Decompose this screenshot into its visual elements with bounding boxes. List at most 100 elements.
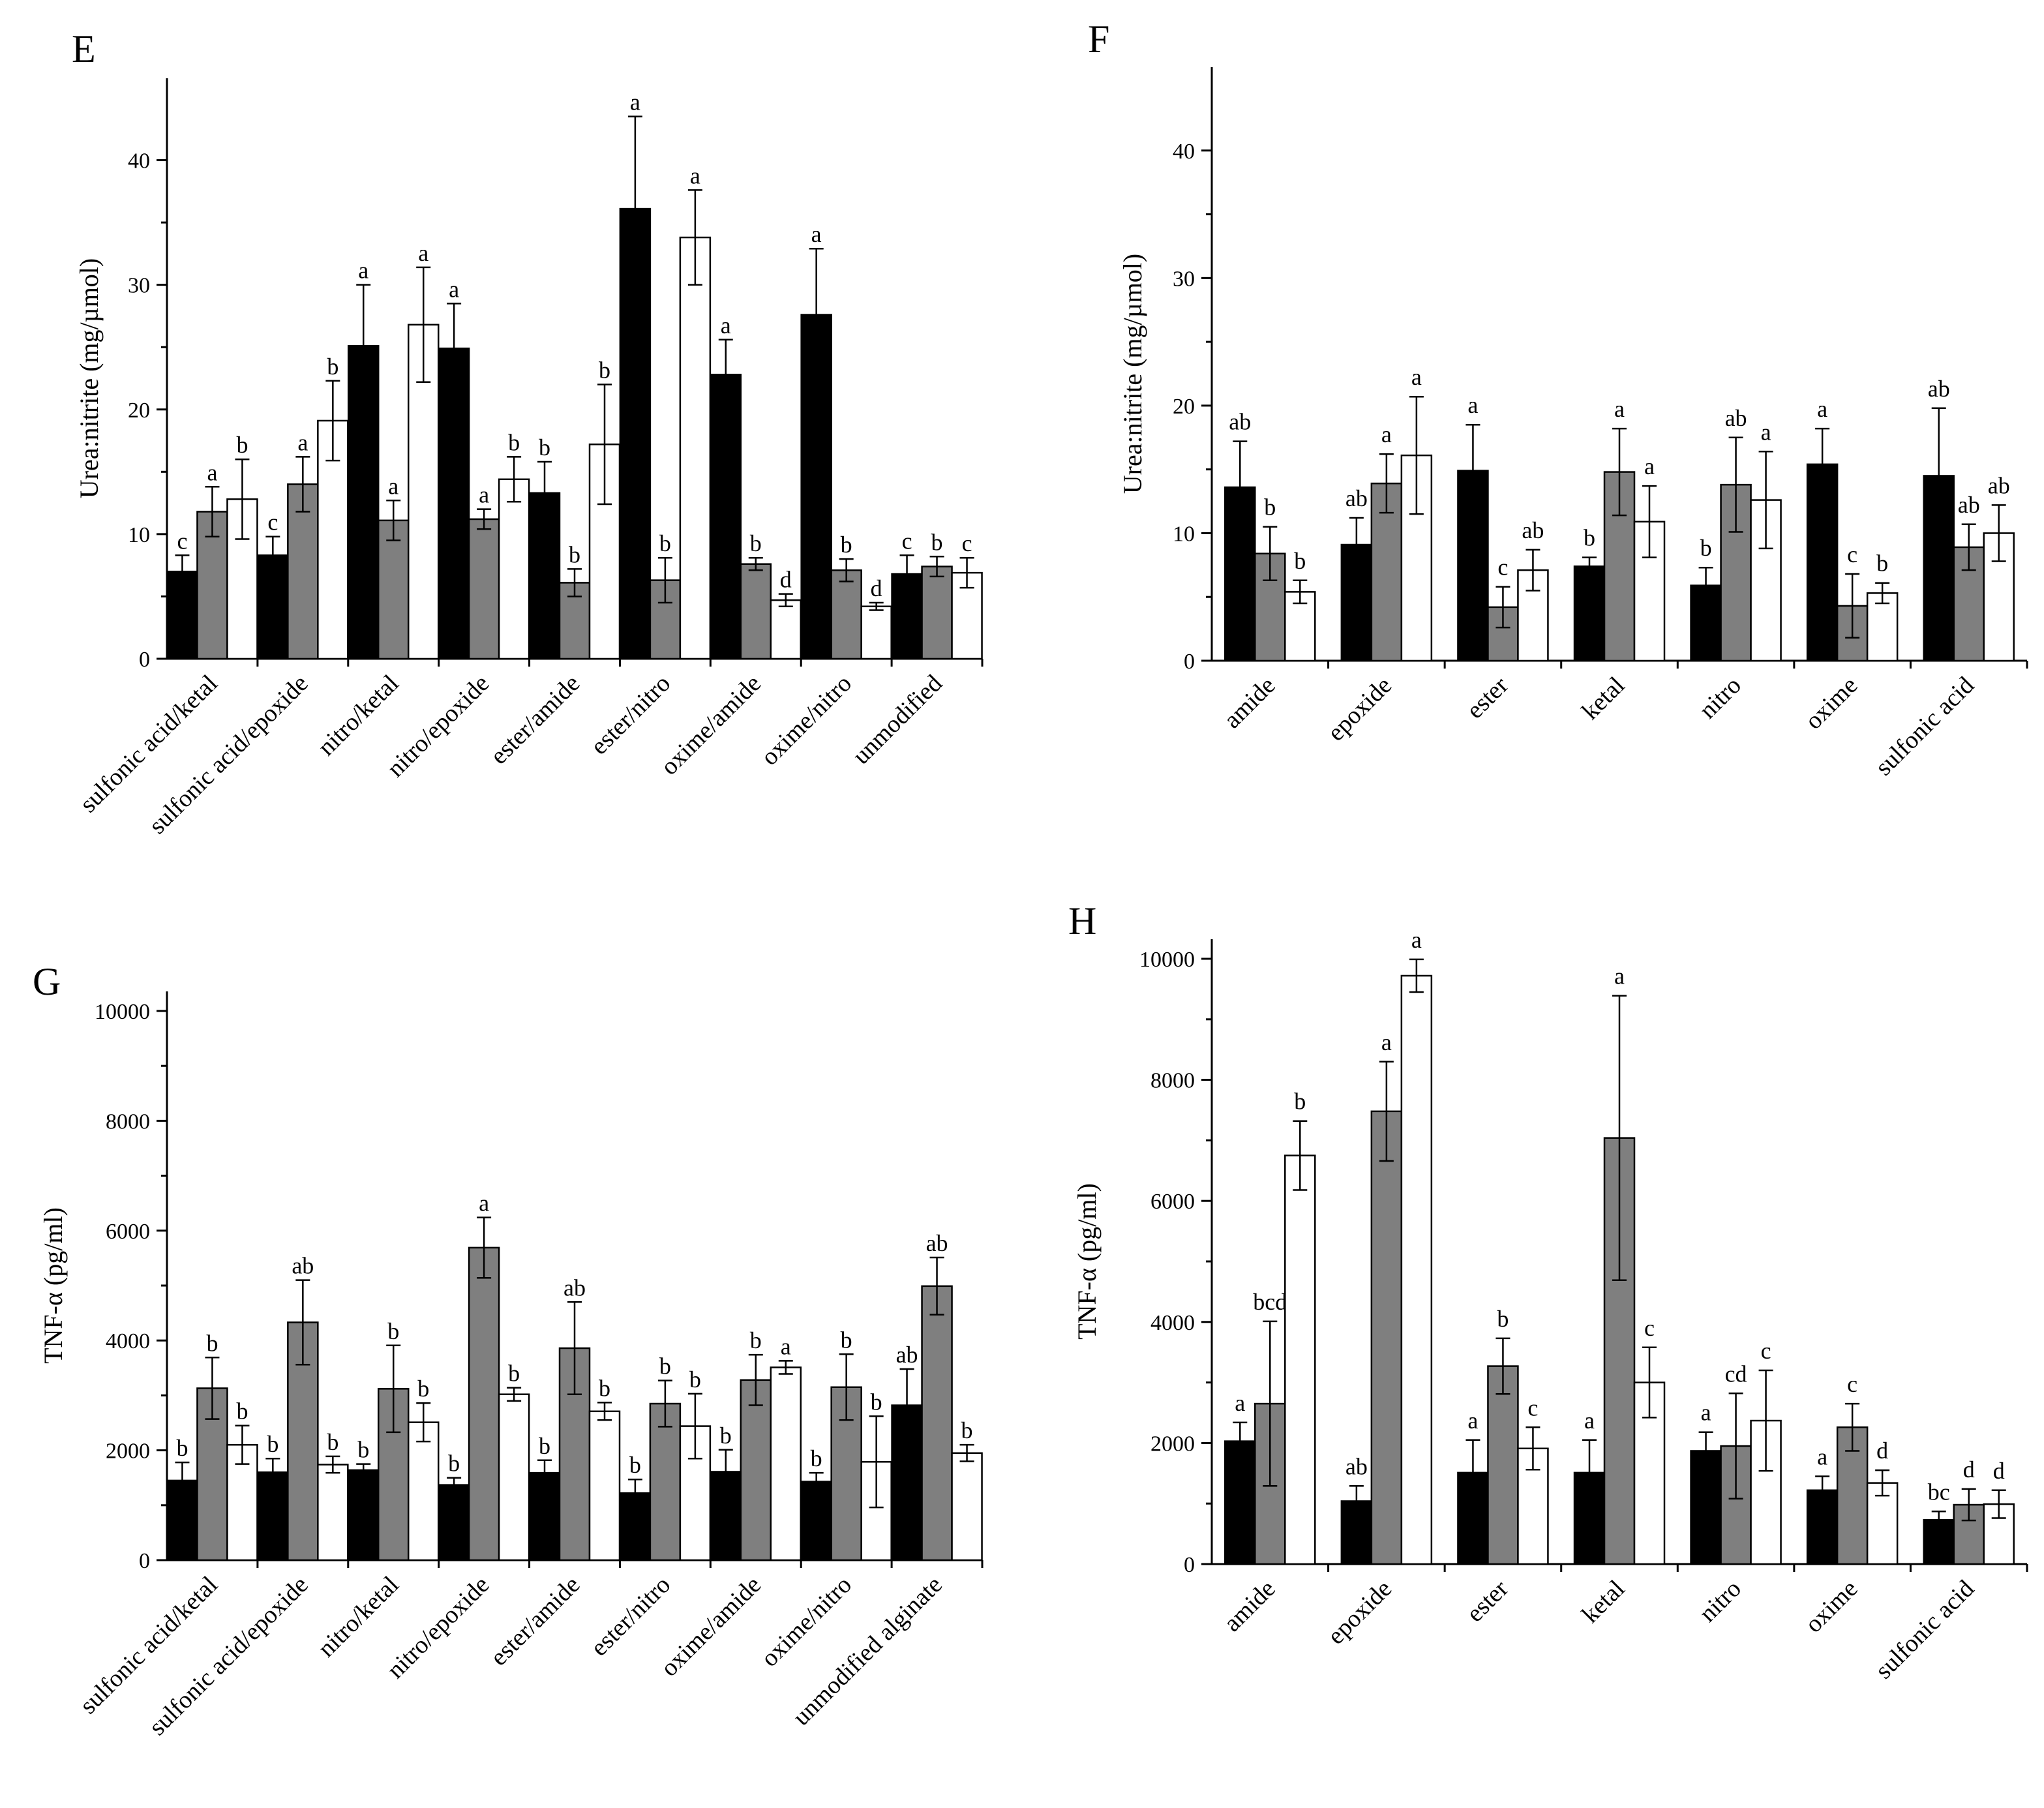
x-category-label: sulfonic acid/epoxide [143, 1571, 313, 1741]
significance-label: ab [1345, 485, 1368, 511]
significance-label: b [750, 530, 762, 556]
x-category-label: nitro/ketal [312, 670, 404, 761]
bar-gray [1487, 1365, 1519, 1565]
significance-label: b [417, 1376, 429, 1402]
bar-gray [468, 518, 500, 660]
bar-white [498, 1393, 530, 1561]
y-tick-label: 4000 [106, 1329, 150, 1353]
significance-label: b [871, 1389, 882, 1415]
bar-white [1400, 974, 1433, 1565]
significance-label: b [508, 1361, 520, 1387]
significance-label: b [931, 529, 943, 555]
x-category-label: ketal [1576, 1575, 1630, 1629]
bar-black [1573, 565, 1606, 662]
bar-gray [468, 1246, 500, 1561]
significance-label: b [539, 1433, 550, 1459]
x-category-label: ester/amide [485, 670, 586, 770]
bar-black [710, 374, 742, 660]
significance-label: ab [896, 1342, 918, 1368]
significance-label: ab [1522, 517, 1544, 543]
significance-label: a [781, 1333, 791, 1359]
x-category-label: amide [1218, 1575, 1280, 1637]
x-category-label: amide [1218, 672, 1280, 734]
significance-label: b [1294, 1089, 1306, 1115]
bar-white [588, 1410, 621, 1561]
bar-gray [740, 1379, 772, 1561]
significance-label: b [327, 354, 338, 380]
panel-label: G [33, 960, 61, 1003]
bar-black [528, 1471, 561, 1561]
significance-label: a [1584, 1408, 1595, 1434]
significance-label: c [1527, 1394, 1538, 1421]
x-category-label: ester/nitro [586, 670, 676, 761]
significance-label: a [1614, 963, 1625, 989]
chart-panel-e: E 0 10 20 30 40 Urea:nitrite (mg/µmol) sulfonic… [72, 27, 984, 839]
bar-white [498, 478, 530, 660]
bar-white [679, 1425, 712, 1561]
bar-white [1866, 592, 1899, 662]
significance-label: ab [292, 1253, 314, 1279]
significance-label: b [236, 432, 248, 458]
significance-label: b [206, 1330, 218, 1356]
significance-label: b [841, 532, 852, 558]
significance-label: b [841, 1327, 852, 1353]
significance-label: b [508, 429, 520, 455]
x-category-label: nitro [1694, 672, 1746, 724]
significance-label: a [1411, 364, 1422, 390]
significance-label: d [1993, 1458, 2005, 1484]
y-tick-label: 0 [139, 1549, 150, 1573]
x-category-label: epoxide [1322, 672, 1397, 747]
significance-label: b [327, 1429, 338, 1455]
bar-white [317, 1464, 349, 1561]
significance-label: a [479, 482, 489, 508]
significance-label: b [599, 357, 610, 384]
x-category-label: oxime/nitro [756, 670, 857, 771]
significance-label: b [659, 530, 671, 556]
bar-gray [921, 565, 953, 660]
bar-black [800, 1481, 832, 1561]
significance-label: b [569, 541, 580, 567]
y-tick-label: 10 [128, 523, 150, 547]
bar-white [770, 1366, 802, 1561]
significance-label: a [1467, 1408, 1478, 1434]
x-category-label: unmodified alginate [788, 1571, 948, 1731]
significance-label: c [1847, 1371, 1857, 1397]
significance-label: b [689, 1366, 701, 1393]
bar-gray [740, 563, 772, 660]
x-category-label: nitro/ketal [312, 1571, 404, 1663]
significance-label: ab [1988, 472, 2010, 498]
significance-label: b [1264, 494, 1276, 520]
significance-label: a [1761, 419, 1771, 445]
significance-label: b [176, 1435, 188, 1461]
significance-label: ab [1345, 1453, 1368, 1479]
y-tick-label: 40 [128, 149, 150, 173]
significance-label: c [267, 509, 278, 535]
chart-panel-f: F 0 10 20 30 40 Urea:nitrite (mg/µmol) amide epo… [1088, 18, 2028, 781]
x-category-label: nitro [1694, 1575, 1746, 1627]
significance-label: a [1644, 453, 1655, 479]
significance-label: ab [926, 1230, 948, 1256]
significance-label: a [1817, 396, 1827, 422]
significance-label: a [479, 1190, 489, 1216]
bar-gray [921, 1285, 953, 1561]
x-category-label: oxime [1800, 672, 1863, 735]
x-category-label: unmodified [847, 670, 948, 770]
significance-label: b [1497, 1306, 1509, 1332]
bar-gray [377, 1388, 410, 1561]
significance-label: a [449, 276, 459, 302]
significance-label: b [961, 1417, 973, 1443]
significance-label: c [1497, 554, 1508, 580]
significance-label: b [448, 1451, 460, 1477]
significance-label: cd [1725, 1361, 1747, 1387]
significance-label: a [388, 473, 398, 499]
y-tick-label: 30 [128, 274, 150, 298]
y-tick-label: 20 [1173, 395, 1195, 419]
x-category-label: oxime [1800, 1575, 1863, 1638]
significance-label: b [539, 434, 550, 460]
x-category-label: sulfonic acid [1870, 672, 1979, 781]
bar-black [438, 1484, 470, 1561]
significance-label: b [629, 1452, 641, 1478]
significance-label: ab [1958, 492, 1980, 518]
y-tick-label: 20 [128, 399, 150, 423]
